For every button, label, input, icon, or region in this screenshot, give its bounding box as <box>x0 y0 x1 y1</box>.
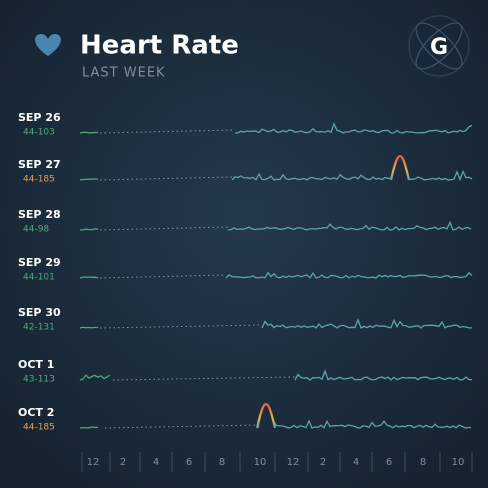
trace <box>261 317 472 329</box>
day-range: 43-113 <box>23 375 55 385</box>
day-range: 44-101 <box>23 273 55 283</box>
day-date: SEP 28 <box>18 208 61 221</box>
day-date: SEP 27 <box>18 158 61 171</box>
trace-start <box>79 131 99 134</box>
trace-gap <box>99 129 236 134</box>
axis-label: 8 <box>420 457 426 468</box>
trace <box>234 122 473 134</box>
day-date: SEP 30 <box>18 306 61 319</box>
axis-label: 6 <box>386 457 392 468</box>
trace <box>225 271 473 279</box>
trace-start <box>79 374 111 381</box>
trace <box>227 220 472 231</box>
trace <box>231 155 473 182</box>
trace-gap <box>112 376 296 381</box>
day-range: 44-185 <box>23 175 55 185</box>
trace-start <box>79 276 99 279</box>
logo <box>408 15 470 77</box>
trace-start <box>79 326 99 329</box>
title: Heart Rate <box>80 31 239 61</box>
axis-label: 2 <box>320 457 326 468</box>
trace-peak <box>255 402 277 429</box>
trace-start <box>79 178 99 181</box>
trace-gap <box>99 226 229 231</box>
axis-label: 12 <box>287 457 300 468</box>
day-range: 44-185 <box>23 423 55 433</box>
trace-gap <box>99 274 227 279</box>
axis-label: 8 <box>219 457 225 468</box>
day-date: OCT 2 <box>18 406 54 419</box>
axis-label: 10 <box>254 457 267 468</box>
logo-letter: G <box>430 35 448 60</box>
trace-gap <box>99 324 263 329</box>
axis-label: 6 <box>186 457 192 468</box>
trace-start <box>79 426 98 429</box>
trace-gap <box>104 424 259 429</box>
day-range: 44-103 <box>23 128 55 138</box>
day-range: 44-98 <box>23 225 49 235</box>
axis-label: 2 <box>120 457 126 468</box>
axis-label: 10 <box>452 457 465 468</box>
day-date: SEP 29 <box>18 256 61 269</box>
day-range: 42-131 <box>23 323 55 333</box>
axis-label: 4 <box>353 457 359 468</box>
subtitle: LAST WEEK <box>82 66 166 81</box>
trace-peak <box>389 154 411 181</box>
trace <box>294 369 473 381</box>
day-date: SEP 26 <box>18 111 61 124</box>
heart-icon <box>35 34 61 56</box>
trace <box>257 403 472 429</box>
trace-start <box>79 228 99 231</box>
axis-label: 4 <box>153 457 159 468</box>
axis-label: 12 <box>87 457 100 468</box>
day-date: OCT 1 <box>18 358 54 371</box>
